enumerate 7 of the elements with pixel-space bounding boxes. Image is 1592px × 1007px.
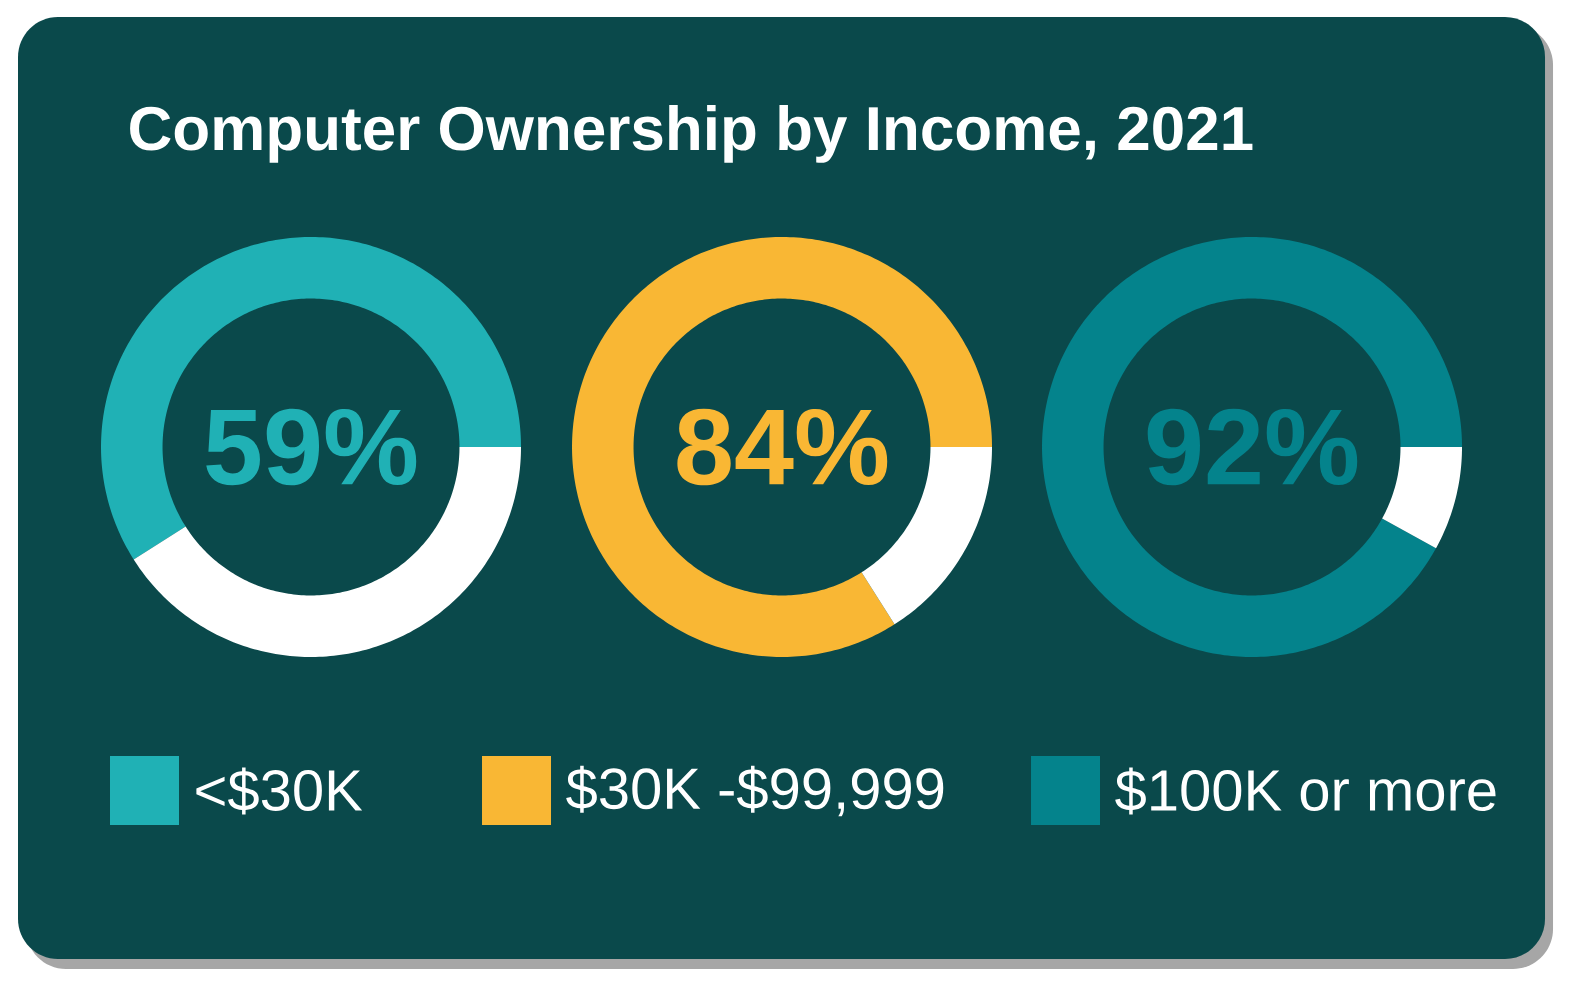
legend-label: $30K -$99,999 bbox=[566, 765, 944, 817]
data-label: 59% bbox=[206, 408, 417, 486]
text: Computer Ownership by Income, 2021 bbox=[130, 105, 1253, 163]
legend-label: <$30K bbox=[196, 767, 363, 815]
data-label: 84% bbox=[677, 408, 888, 486]
data-label: 92% bbox=[1147, 408, 1358, 486]
legend-label: $100K or more bbox=[1115, 767, 1496, 815]
